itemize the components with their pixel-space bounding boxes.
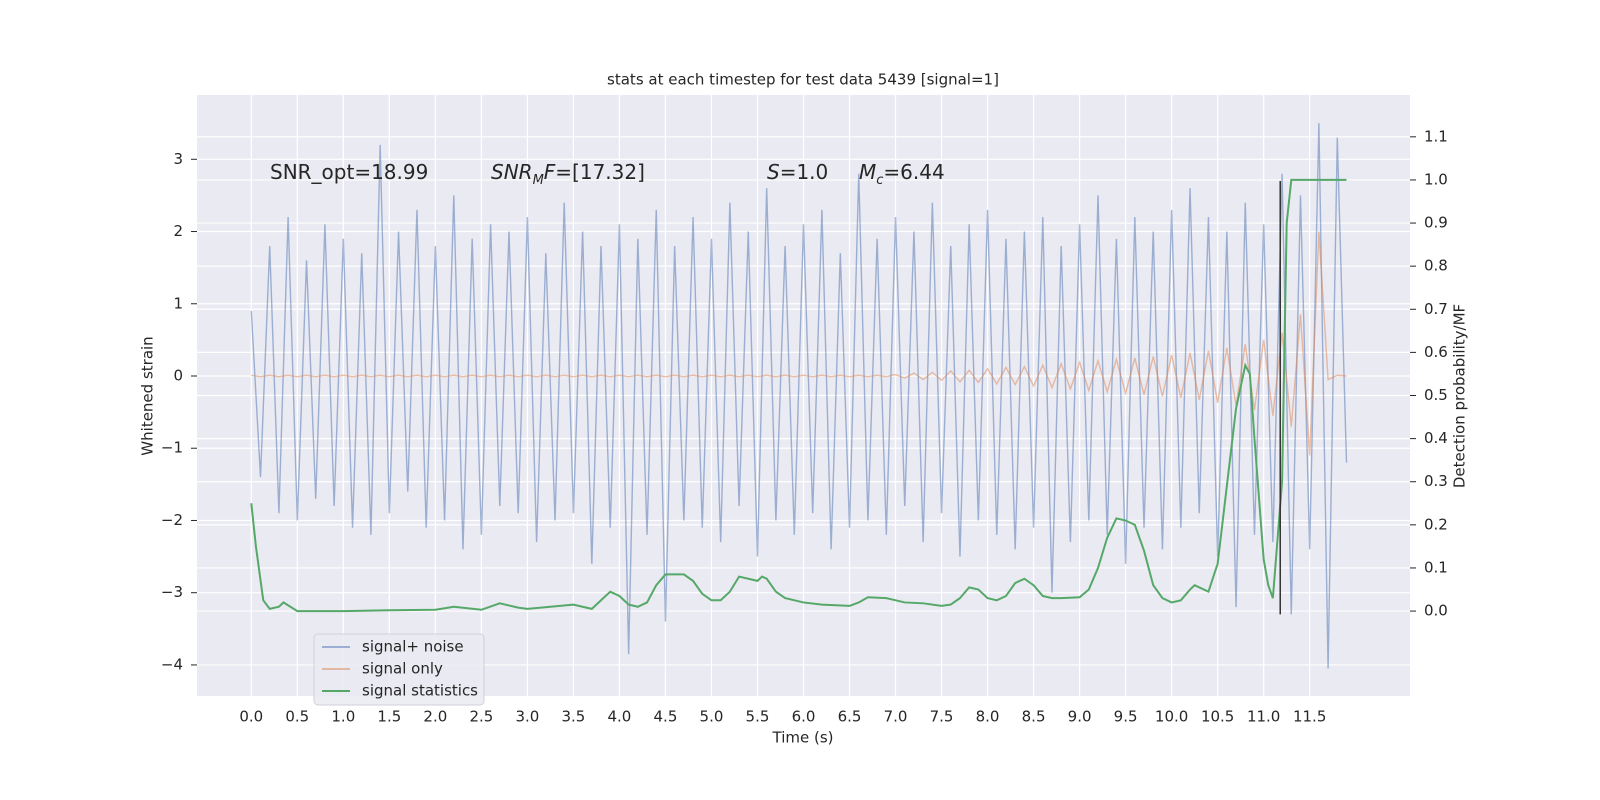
x-tick-label: 3.5 (561, 708, 585, 726)
x-tick-label: 8.0 (976, 708, 1000, 726)
annotation-part: M (533, 173, 544, 188)
y2-tick-label: 0.4 (1424, 429, 1448, 447)
marks (250, 123, 1348, 669)
y2-tick-label: 0.2 (1424, 515, 1448, 533)
x-tick-label: 6.5 (838, 708, 862, 726)
annotation-part: =1.0 (780, 160, 829, 184)
legend-label: signal+ noise (362, 638, 464, 656)
y2-tick-label: 0.6 (1424, 343, 1448, 361)
chart-title: stats at each timestep for test data 543… (607, 71, 999, 89)
x-tick-label: 10.5 (1201, 708, 1234, 726)
annotation-part: =6.44 (883, 160, 944, 184)
x-tick-label: 6.0 (792, 708, 816, 726)
y2-tick-label: 0.7 (1424, 300, 1448, 318)
y2-tick-label: 1.0 (1424, 170, 1448, 188)
annotation-part: SNR (491, 160, 533, 184)
annotation-part: SNR_opt=18.99 (270, 160, 428, 184)
annotation-part: S (767, 160, 780, 184)
legend-box (313, 633, 485, 706)
y2-tick-label: 0.5 (1424, 386, 1448, 404)
y-tick-label: 1 (173, 294, 183, 312)
x-tick-label: 7.5 (930, 708, 954, 726)
series-line (250, 123, 1348, 669)
x-tick-label: 5.5 (746, 708, 770, 726)
x-tick-label: 0.5 (285, 708, 309, 726)
x-tick-label: 0.0 (239, 708, 263, 726)
annotation: SNR_opt=18.99 (270, 160, 428, 184)
annotation-part: =[17.32] (555, 160, 645, 184)
series-line (251, 231, 1347, 456)
x-tick-label: 3.0 (515, 708, 539, 726)
y2-tick-label: 0.8 (1424, 257, 1448, 275)
x-axis-label: Time (s) (772, 729, 834, 747)
y-tick-label: −4 (161, 655, 183, 673)
legend-label: signal only (362, 660, 443, 678)
x-tick-label: 11.0 (1247, 708, 1280, 726)
x-tick-label: 2.5 (469, 708, 493, 726)
x-tick-label: 9.0 (1068, 708, 1092, 726)
annotation: SNRMF=[17.32] (491, 160, 645, 189)
x-tick-label: 5.0 (700, 708, 724, 726)
x-tick-label: 1.0 (331, 708, 355, 726)
x-tick-label: 1.5 (377, 708, 401, 726)
y2-tick-label: 0.1 (1424, 558, 1448, 576)
x-tick-label: 4.0 (608, 708, 632, 726)
annotation-part: c (876, 173, 883, 188)
y2-tick-label: 0.9 (1424, 214, 1448, 232)
legend-label: signal statistics (362, 682, 478, 700)
x-tick-label: 2.0 (423, 708, 447, 726)
y-axis-label: Whitened strain (139, 336, 157, 455)
x-tick-label: 8.5 (1022, 708, 1046, 726)
y-tick-label: −1 (161, 439, 183, 457)
labels: 0.0 0.5 1.0 1.5 2.0 2.5 3.0 3.5 4.0 4.5 5.0 5.5 6.0 6… (161, 127, 1448, 725)
annotation-part: M (859, 160, 876, 184)
annotation: S=1.0 (767, 160, 828, 184)
x-tick-label: 4.5 (654, 708, 678, 726)
y-tick-label: 0 (173, 366, 183, 384)
y-tick-label: −3 (161, 583, 183, 601)
y2-tick-label: 0.0 (1424, 602, 1448, 620)
legend: signal+ noise signal only signal statistic… (313, 633, 485, 706)
y-tick-label: 3 (173, 150, 183, 168)
annotation-part: F (544, 160, 556, 184)
y2-tick-label: 1.1 (1424, 127, 1448, 145)
x-tick-label: 11.5 (1293, 708, 1326, 726)
x-tick-label: 7.0 (884, 708, 908, 726)
annotation: Mc=6.44 (859, 160, 945, 189)
y-tick-label: 2 (173, 222, 183, 240)
x-tick-label: 10.0 (1155, 708, 1188, 726)
y2-tick-label: 0.3 (1424, 472, 1448, 490)
series-line (250, 178, 1347, 613)
y2-axis-label: Detection probability/MF (1451, 304, 1469, 488)
y-tick-label: −2 (161, 511, 183, 529)
x-tick-label: 9.5 (1114, 708, 1138, 726)
